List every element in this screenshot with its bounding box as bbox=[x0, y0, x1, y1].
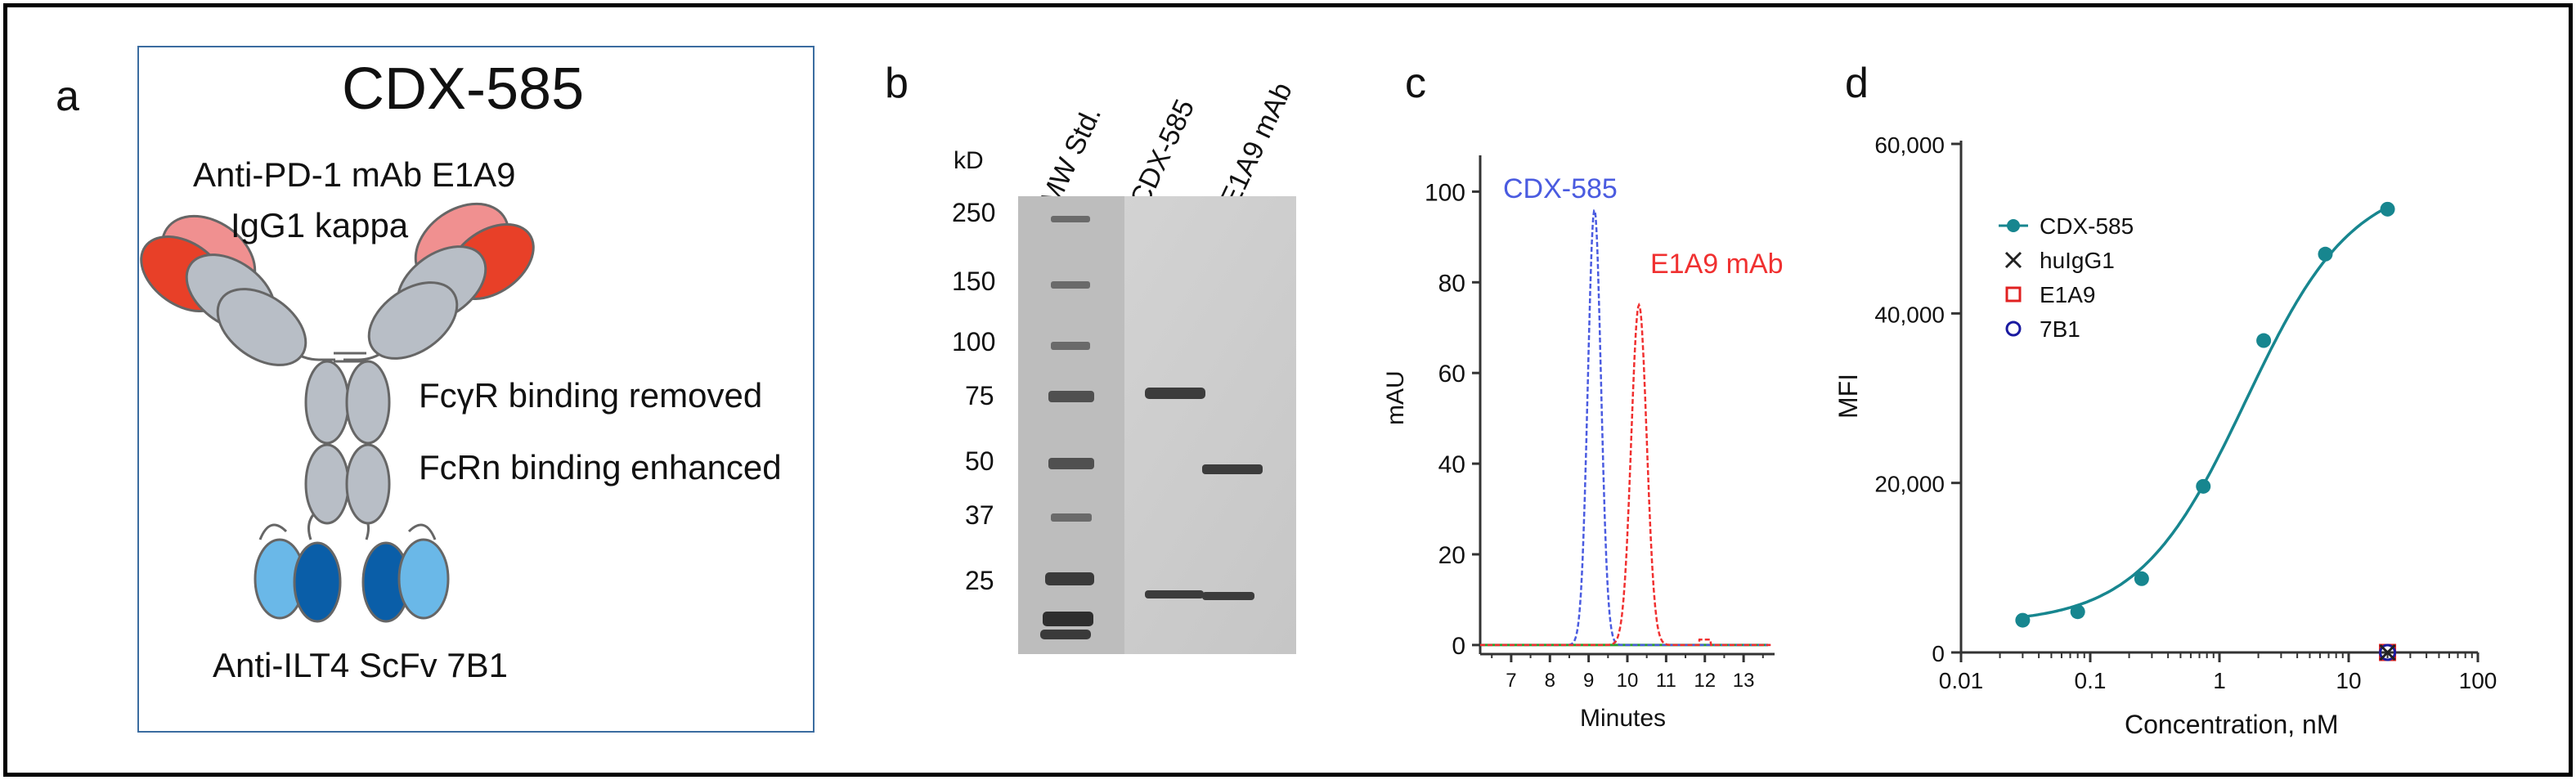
chrom-label-cdx585: CDX-585 bbox=[1503, 173, 1618, 204]
legend-label: huIgG1 bbox=[2040, 248, 2115, 273]
marker-250: 250 bbox=[952, 198, 996, 227]
ladder-bands bbox=[1040, 216, 1094, 639]
chrom-series-e1a9 bbox=[1480, 302, 1771, 647]
binding-x-tick-label: 100 bbox=[2459, 668, 2497, 693]
panel-a-title: CDX-585 bbox=[342, 56, 585, 122]
e1a9-heavy-band bbox=[1202, 464, 1263, 474]
binding-point-huigg1 bbox=[2379, 643, 2396, 661]
binding-point-cdx585 bbox=[2070, 604, 2085, 620]
binding-point-cdx585 bbox=[2196, 478, 2211, 494]
panel-a-letter: a bbox=[56, 73, 79, 120]
panel-a-box bbox=[137, 46, 815, 733]
binding-x-tick-label: 0.01 bbox=[1939, 668, 1984, 693]
e1a9-light-band bbox=[1202, 592, 1254, 600]
marker-50: 50 bbox=[965, 446, 994, 476]
chrom-y-tick-label: 40 bbox=[1438, 451, 1465, 478]
chrom-y-tick-label: 20 bbox=[1438, 542, 1465, 569]
label-anti-pd1: Anti-PD-1 mAb E1A9 bbox=[193, 155, 516, 194]
marker-37: 37 bbox=[965, 500, 994, 530]
gel-unit-label: kD bbox=[954, 147, 984, 174]
legend-marker-huigg1 bbox=[2004, 251, 2022, 269]
legend-marker-e1a9 bbox=[2005, 286, 2022, 303]
chrom-y-tick-label: 60 bbox=[1438, 361, 1465, 388]
chrom-label-e1a9: E1A9 mAb bbox=[1650, 249, 1784, 280]
panel-c-letter: c bbox=[1405, 60, 1426, 107]
binding-point-cdx585 bbox=[2318, 246, 2333, 262]
legend-label: 7B1 bbox=[2040, 316, 2080, 342]
legend-label: CDX-585 bbox=[2040, 213, 2134, 239]
binding-point-cdx585 bbox=[2134, 571, 2149, 586]
binding-y-label: MFI bbox=[1833, 373, 1863, 419]
binding-y-tick-label: 60,000 bbox=[1874, 132, 1945, 158]
binding-x-label: Concentration, nM bbox=[2125, 710, 2339, 739]
label-fcgr: FcγR binding removed bbox=[419, 376, 763, 415]
binding-x-tick-label: 10 bbox=[2336, 668, 2361, 693]
label-fcrn: FcRn binding enhanced bbox=[419, 448, 782, 486]
chrom-x-tick-label: 10 bbox=[1617, 670, 1639, 692]
binding-y-tick-label: 0 bbox=[1932, 641, 1945, 666]
binding-point-cdx585 bbox=[2380, 201, 2395, 217]
scfv-right-light-blue bbox=[397, 538, 450, 620]
binding-point-cdx585 bbox=[2015, 612, 2031, 628]
binding-x-tick-label: 1 bbox=[2213, 668, 2226, 693]
chrom-x-tick-label: 13 bbox=[1733, 670, 1755, 692]
binding-y-tick-label: 40,000 bbox=[1874, 302, 1945, 327]
marker-75: 75 bbox=[965, 381, 994, 410]
cdx585-light-band bbox=[1145, 590, 1204, 598]
chrom-x-tick-label: 8 bbox=[1545, 670, 1555, 692]
chrom-y-tick-label: 100 bbox=[1425, 179, 1465, 206]
legend-label: E1A9 bbox=[2040, 282, 2096, 307]
marker-150: 150 bbox=[952, 267, 996, 296]
marker-100: 100 bbox=[952, 327, 996, 356]
binding-point-cdx585 bbox=[2256, 333, 2272, 348]
chrom-x-tick-label: 11 bbox=[1656, 670, 1676, 692]
chrom-x-label: Minutes bbox=[1580, 705, 1667, 732]
label-scfv: Anti-ILT4 ScFv 7B1 bbox=[213, 646, 509, 684]
chrom-y-tick-label: 80 bbox=[1438, 270, 1465, 297]
chrom-x-tick-label: 7 bbox=[1506, 670, 1516, 692]
legend-marker-cdx585 bbox=[2007, 219, 2020, 232]
chrom-y-tick-label: 0 bbox=[1452, 633, 1465, 660]
binding-point-7b1 bbox=[2379, 643, 2397, 661]
label-igg1-kappa: IgG1 kappa bbox=[231, 206, 409, 244]
panel-d-letter: d bbox=[1845, 60, 1869, 107]
legend-marker-7b1 bbox=[2005, 321, 2022, 337]
binding-x-tick-label: 0.1 bbox=[2075, 668, 2107, 693]
scfv-left-dark-blue bbox=[293, 541, 342, 623]
binding-y-tick-label: 20,000 bbox=[1874, 472, 1945, 497]
chrom-x-tick-label: 9 bbox=[1583, 670, 1594, 692]
marker-25: 25 bbox=[965, 566, 994, 595]
figure-frame bbox=[3, 3, 2573, 777]
panel-b-letter: b bbox=[885, 60, 909, 107]
cdx585-heavy-band bbox=[1145, 388, 1205, 399]
chrom-x-tick-label: 12 bbox=[1694, 670, 1716, 692]
